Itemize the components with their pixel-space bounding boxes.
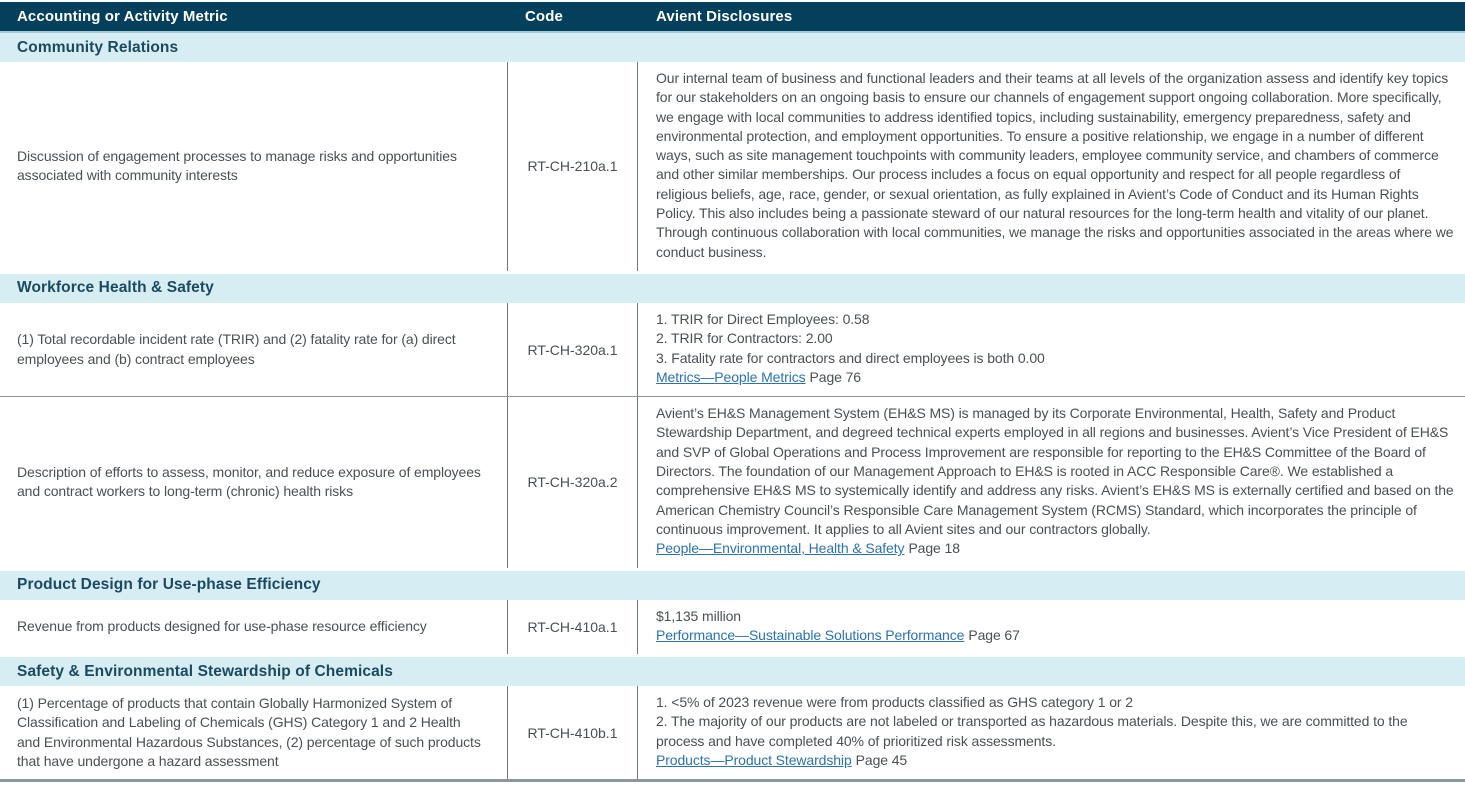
metric-cell: Revenue from products designed for use-p… (0, 599, 508, 655)
disclosure-link-line: People—Environmental, Health & Safety Pag… (656, 539, 1455, 558)
metric-cell: (1) Total recordable incident rate (TRIR… (0, 302, 508, 397)
disclosure-line: 2. The majority of our products are not … (656, 713, 1408, 749)
table-body: Community Relations Discussion of engage… (0, 33, 1465, 780)
page-reference: Page 76 (809, 368, 862, 385)
disclosure-cell: Avient’s EH&S Management System (EH&S MS… (638, 397, 1465, 567)
column-header-metric: Accounting or Activity Metric (17, 8, 228, 25)
disclosure-line: 1. TRIR for Direct Employees: 0.58 (656, 310, 870, 327)
code-cell: RT-CH-210a.1 (508, 62, 638, 271)
disclosure-line: Avient’s EH&S Management System (EH&S MS… (656, 405, 1454, 537)
metric-cell: Discussion of engagement processes to ma… (0, 62, 508, 271)
metric-text: Revenue from products designed for use-p… (17, 618, 427, 635)
metric-cell: Description of efforts to assess, monito… (0, 397, 508, 568)
column-header-disclosures: Avient Disclosures (656, 8, 793, 25)
disclosure-cell: $1,135 million Performance—Sustainable So… (638, 600, 1465, 655)
disclosure-link-line: Performance—Sustainable Solutions Perfor… (656, 626, 1455, 645)
code-text: RT-CH-320a.1 (527, 341, 618, 358)
disclosure-link[interactable]: People—Environmental, Health & Safety (656, 540, 905, 557)
metric-text: Description of efforts to assess, monito… (17, 464, 481, 500)
section-header: Product Design for Use-phase Efficiency (0, 570, 1465, 600)
disclosure-link[interactable]: Metrics—People Metrics (656, 368, 806, 385)
table-bottom-border (0, 779, 1465, 793)
table-row: Description of efforts to assess, monito… (0, 396, 1465, 568)
disclosure-line: 1. <5% of 2023 revenue were from product… (656, 694, 1133, 711)
disclosure-cell: 1. <5% of 2023 revenue were from product… (638, 686, 1465, 779)
section-title: Safety & Environmental Stewardship of Ch… (17, 662, 393, 680)
table-row: (1) Percentage of products that contain … (0, 686, 1465, 780)
code-text: RT-CH-410b.1 (527, 724, 618, 741)
section-header: Community Relations (0, 33, 1465, 62)
page-reference: Page 18 (908, 540, 960, 557)
code-text: RT-CH-410a.1 (527, 618, 618, 635)
disclosure-link-line: Metrics—People Metrics Page 76 (656, 368, 1455, 387)
section-title: Community Relations (17, 38, 179, 56)
code-cell: RT-CH-320a.1 (508, 302, 638, 397)
code-cell: RT-CH-320a.2 (508, 397, 638, 568)
section-title: Workforce Health & Safety (17, 279, 214, 297)
code-text: RT-CH-320a.2 (527, 474, 618, 491)
disclosure-link[interactable]: Products—Product Stewardship (656, 752, 852, 769)
table-row: Revenue from products designed for use-p… (0, 599, 1465, 655)
disclosure-line: 3. Fatality rate for contractors and dir… (656, 349, 1045, 366)
disclosure-line: 2. TRIR for Contractors: 2.00 (656, 330, 833, 347)
disclosure-cell: 1. TRIR for Direct Employees: 0.58 2. TRI… (638, 303, 1465, 396)
disclosure-line: Our internal team of business and functi… (656, 70, 1454, 260)
code-text: RT-CH-210a.1 (527, 158, 618, 175)
disclosure-link-line: Products—Product Stewardship Page 45 (656, 751, 1455, 770)
section-title: Product Design for Use-phase Efficiency (17, 576, 321, 594)
metric-text: (1) Total recordable incident rate (TRIR… (17, 331, 456, 367)
table-row: Discussion of engagement processes to ma… (0, 62, 1465, 271)
section-header: Safety & Environmental Stewardship of Ch… (0, 657, 1465, 687)
metric-text: (1) Percentage of products that contain … (17, 695, 481, 770)
table-row: (1) Total recordable incident rate (TRIR… (0, 302, 1465, 397)
page-reference: Page 67 (968, 626, 1020, 643)
disclosure-line: $1,135 million (656, 607, 741, 624)
section-header: Workforce Health & Safety (0, 273, 1465, 303)
code-cell: RT-CH-410b.1 (508, 686, 638, 780)
disclosure-link[interactable]: Performance—Sustainable Solutions Perfor… (656, 626, 965, 643)
page-reference: Page 45 (855, 752, 908, 769)
column-header-code: Code (525, 8, 563, 25)
code-cell: RT-CH-410a.1 (508, 599, 638, 655)
table-header-row: Accounting or Activity Metric Code Avien… (0, 2, 1465, 33)
disclosure-cell: Our internal team of business and functi… (638, 62, 1465, 271)
metric-cell: (1) Percentage of products that contain … (0, 686, 508, 780)
metric-text: Discussion of engagement processes to ma… (17, 148, 457, 184)
